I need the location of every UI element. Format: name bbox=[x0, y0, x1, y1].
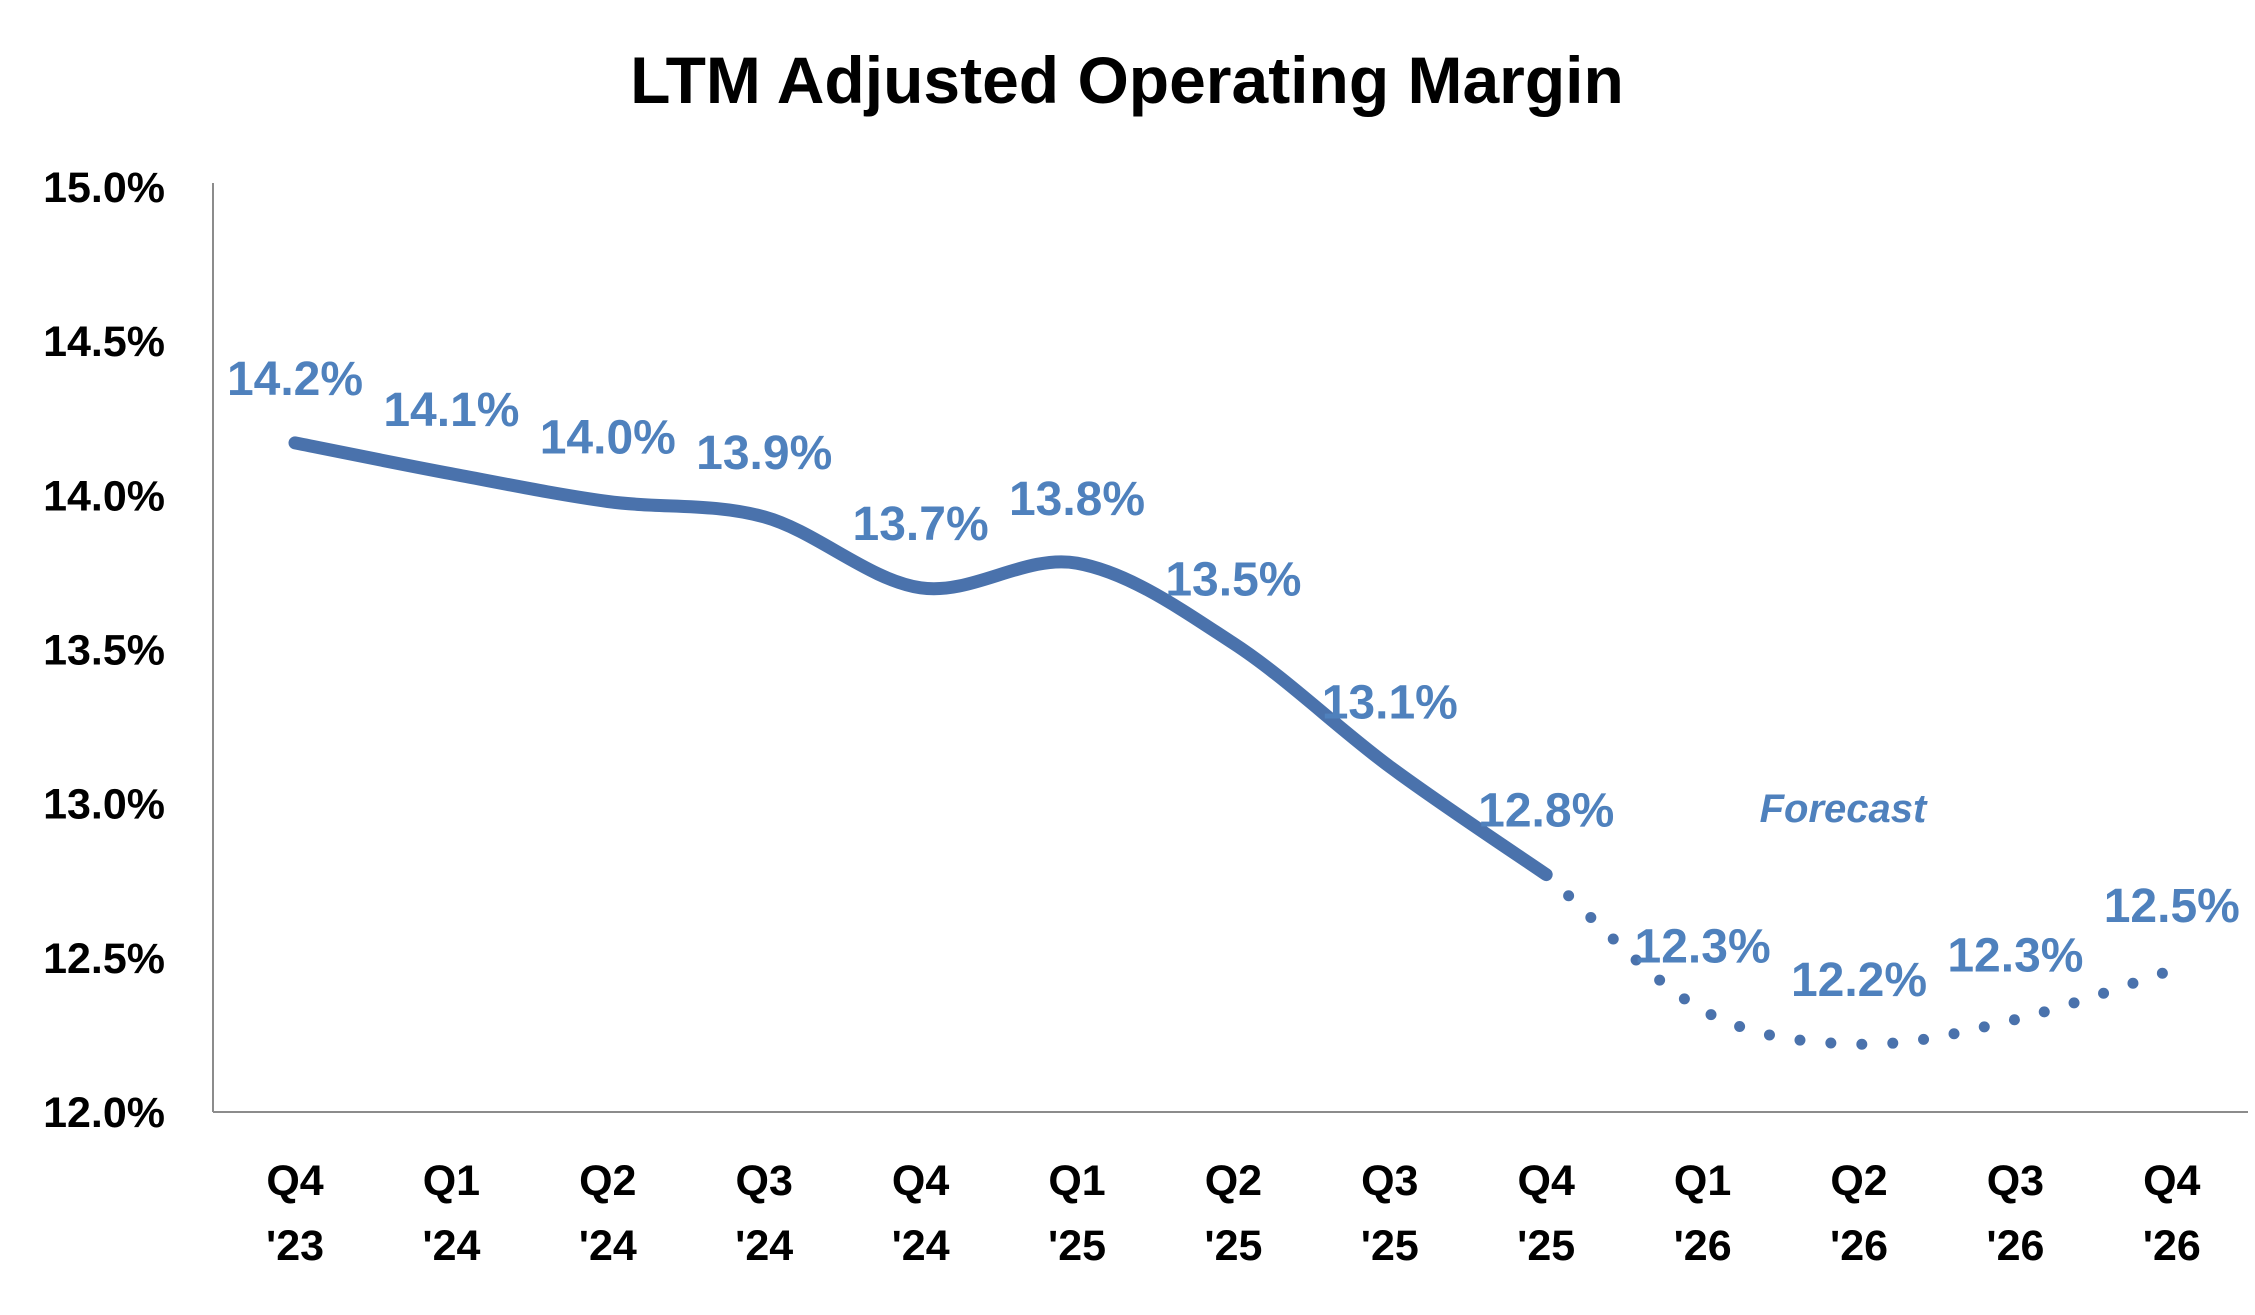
data-label: 13.5% bbox=[1165, 553, 1301, 606]
x-tick-label-quarter: Q1 bbox=[1674, 1157, 1731, 1205]
y-tick-label: 13.0% bbox=[43, 781, 165, 829]
data-label: 12.3% bbox=[1947, 930, 2083, 983]
x-tick-label-quarter: Q4 bbox=[2143, 1157, 2200, 1205]
x-tick-label-quarter: Q1 bbox=[1048, 1157, 1105, 1205]
x-tick-label-quarter: Q4 bbox=[892, 1157, 949, 1205]
data-label: 12.8% bbox=[1478, 785, 1614, 838]
y-tick-label: 14.5% bbox=[43, 318, 165, 366]
forecast-series-line bbox=[1540, 869, 2178, 1050]
data-label: 12.3% bbox=[1635, 920, 1771, 973]
y-tick-label: 12.5% bbox=[43, 935, 165, 983]
data-label: 12.5% bbox=[2104, 880, 2240, 933]
data-label: 13.8% bbox=[1009, 473, 1145, 526]
x-tick-label-quarter: Q3 bbox=[736, 1157, 793, 1205]
x-tick-label-year: '24 bbox=[422, 1222, 480, 1270]
x-tick-label-year: '26 bbox=[1830, 1222, 1888, 1270]
x-tick-label-year: '24 bbox=[735, 1222, 793, 1270]
data-label: 14.1% bbox=[383, 384, 519, 437]
forecast-annotation: Forecast bbox=[1760, 787, 1928, 831]
x-tick-label-year: '23 bbox=[266, 1222, 324, 1270]
x-tick-label-quarter: Q3 bbox=[1361, 1157, 1418, 1205]
data-label: 13.7% bbox=[853, 498, 989, 551]
data-label: 14.2% bbox=[227, 353, 363, 406]
y-tick-label: 12.0% bbox=[43, 1089, 165, 1137]
x-tick-label-quarter: Q2 bbox=[579, 1157, 636, 1205]
x-tick-label-year: '26 bbox=[1986, 1222, 2044, 1270]
actual-series-line bbox=[288, 436, 1553, 882]
x-tick-label-year: '25 bbox=[1361, 1222, 1419, 1270]
x-tick-label-quarter: Q2 bbox=[1205, 1157, 1262, 1205]
chart-title: LTM Adjusted Operating Margin bbox=[630, 43, 1624, 117]
y-tick-label: 13.5% bbox=[43, 627, 165, 675]
x-tick-label-quarter: Q3 bbox=[1987, 1157, 2044, 1205]
x-tick-label-quarter: Q2 bbox=[1830, 1157, 1887, 1205]
y-tick-label: 14.0% bbox=[43, 472, 165, 520]
x-tick-label-quarter: Q4 bbox=[1518, 1157, 1575, 1205]
x-tick-label-year: '24 bbox=[892, 1222, 950, 1270]
x-tick-label-year: '24 bbox=[579, 1222, 637, 1270]
data-label: 12.2% bbox=[1791, 954, 1927, 1007]
x-tick-label-year: '26 bbox=[1674, 1222, 1732, 1270]
data-label: 14.0% bbox=[540, 412, 676, 465]
x-tick-label-quarter: Q4 bbox=[266, 1157, 323, 1205]
data-label: 13.9% bbox=[696, 427, 832, 480]
data-label: 13.1% bbox=[1322, 677, 1458, 730]
x-tick-label-year: '25 bbox=[1204, 1222, 1262, 1270]
x-tick-label-year: '25 bbox=[1517, 1222, 1575, 1270]
x-tick-label-year: '25 bbox=[1048, 1222, 1106, 1270]
x-tick-label-quarter: Q1 bbox=[423, 1157, 480, 1205]
y-tick-label: 15.0% bbox=[43, 164, 165, 212]
x-tick-label-year: '26 bbox=[2143, 1222, 2201, 1270]
